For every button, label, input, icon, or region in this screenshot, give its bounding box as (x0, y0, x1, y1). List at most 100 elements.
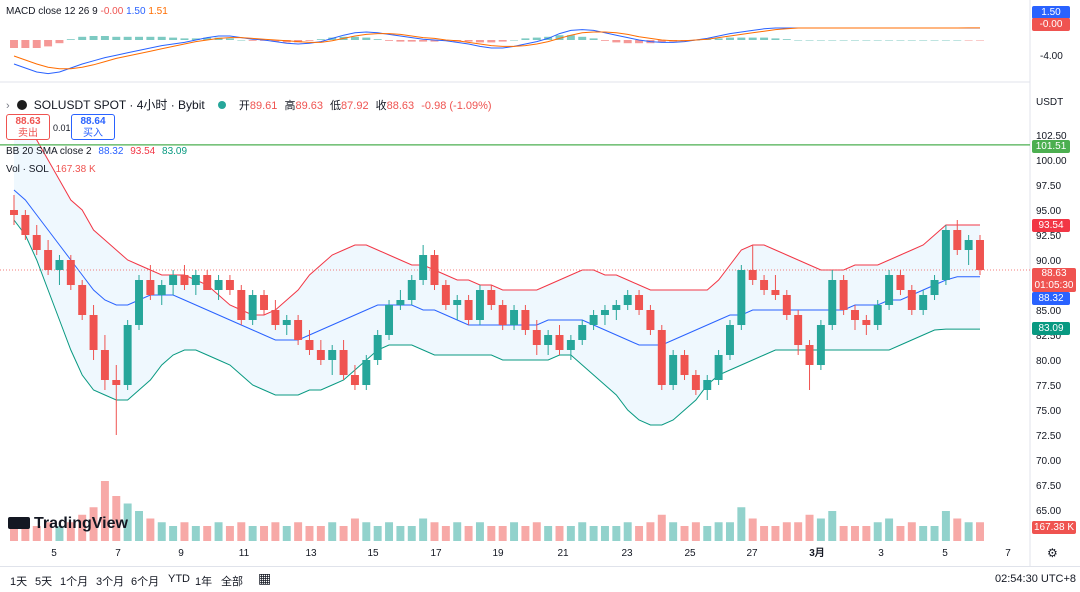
volume-bar (350, 518, 359, 541)
buy-button[interactable]: 88.64 买入 (71, 114, 115, 140)
volume-bar (294, 522, 303, 541)
candle-body (919, 295, 928, 310)
macd-hist-bar (203, 37, 212, 40)
candle-body (782, 295, 791, 315)
macd-hist-bar (828, 40, 837, 41)
candle (703, 375, 712, 400)
time-axis[interactable]: 5 7 9 11 13 15 17 19 21 23 25 27 3月 3 5 7 (51, 547, 1011, 559)
candle (919, 290, 928, 315)
candle (794, 310, 803, 355)
bb-upper-tag: 93.54 (1032, 219, 1070, 232)
macd-hist-bar (839, 40, 848, 41)
volume-bar (112, 496, 121, 541)
vol-value: 167.38 K (55, 164, 96, 175)
macd-hist-bar (521, 38, 530, 40)
candle (305, 330, 314, 355)
volume-bar (21, 518, 30, 541)
volume-bar (78, 514, 87, 541)
volume-bar (907, 522, 916, 541)
volume-bar (282, 526, 291, 541)
macd-hist-bar (396, 40, 405, 42)
range-3m[interactable]: 3个月 (96, 576, 125, 588)
gear-icon[interactable]: ⚙ (1047, 546, 1058, 560)
volume-bar (339, 526, 348, 541)
candle (464, 295, 473, 325)
volume-bar (532, 522, 541, 541)
macd-hist-bar (760, 37, 769, 40)
volume-bar (737, 507, 746, 541)
candle (407, 275, 416, 305)
candle-body (771, 290, 780, 295)
candle (748, 245, 757, 285)
chart-canvas[interactable]: 102.50100.0097.5095.0092.5090.0087.5085.… (0, 0, 1080, 566)
range-5d[interactable]: 5天 (35, 576, 53, 588)
candle-body (271, 310, 280, 325)
symbol-name[interactable]: SOLUSDT SPOT · 4小时 · Bybit (33, 98, 205, 112)
signal-line (13, 27, 980, 70)
candle-body (112, 380, 121, 385)
candle-body (612, 305, 621, 310)
price-axis-label: 102.50 (1036, 131, 1067, 142)
candle (805, 340, 814, 390)
range-ytd[interactable]: YTD (168, 573, 190, 585)
range-1d[interactable]: 1天 (10, 576, 28, 588)
candle (760, 275, 769, 295)
macd-hist-bar (851, 40, 859, 41)
candle-body (441, 285, 450, 305)
candle (21, 210, 30, 240)
chevron-icon[interactable]: › (6, 100, 10, 112)
volume-bar (305, 526, 314, 541)
candle (953, 220, 962, 255)
candle (453, 295, 462, 320)
price-axis-label: 90.00 (1036, 256, 1061, 267)
range-1y[interactable]: 1年 (195, 576, 213, 588)
volume-bar (544, 526, 553, 541)
candle-body (66, 260, 75, 285)
volume-bar (760, 526, 769, 541)
candle-body (816, 325, 825, 365)
candle (112, 365, 121, 435)
volume-bar (362, 522, 371, 541)
date-range-icon[interactable]: ▦ (258, 570, 272, 586)
tradingview-wordmark: TradingView (34, 515, 128, 532)
open-value: 89.61 (249, 100, 278, 112)
range-1m[interactable]: 1个月 (60, 576, 89, 588)
macd-hist-bar (941, 40, 950, 41)
buy-label: 买入 (83, 128, 103, 139)
candles (10, 195, 984, 435)
clock[interactable]: 02:54:30 UTC+8 (995, 573, 1077, 585)
candle (89, 305, 98, 360)
range-6m[interactable]: 6个月 (131, 576, 160, 588)
time-axis-label: 5 (51, 548, 57, 559)
candle (32, 225, 41, 255)
candle (44, 240, 53, 275)
volume-bar (816, 518, 825, 541)
volume-bar (680, 526, 689, 541)
candle-body (885, 275, 894, 305)
candle (78, 280, 87, 320)
macd-hist-bar (21, 40, 30, 48)
volume-bar (316, 526, 325, 541)
macd-hist-bar (78, 36, 87, 40)
candle (646, 305, 655, 335)
candle-body (316, 350, 325, 360)
close-label: 收 (375, 100, 387, 112)
volume-bar (271, 522, 280, 541)
tradingview-logo[interactable]: TradingView (8, 515, 128, 533)
bottom-toolbar: 1天 5天 1个月 3个月 6个月 YTD 1年 全部 ▦ 02:54:30 U… (0, 566, 1080, 592)
macd-hist-bar (419, 40, 428, 42)
sell-button[interactable]: 88.63 卖出 (6, 114, 50, 140)
macd-hist-bar (373, 39, 382, 40)
macd-hist-bar (953, 40, 962, 41)
volume-bar (589, 526, 598, 541)
range-all[interactable]: 全部 (221, 576, 243, 588)
volume-bar (248, 526, 257, 541)
candle (714, 350, 723, 385)
macd-hist-bar (112, 36, 121, 40)
candle-body (396, 300, 405, 305)
candle-body (294, 320, 303, 340)
currency-selector[interactable]: USDT (1036, 97, 1064, 108)
candle (521, 305, 530, 335)
time-axis-label: 17 (430, 548, 442, 559)
candle-body (544, 335, 553, 345)
